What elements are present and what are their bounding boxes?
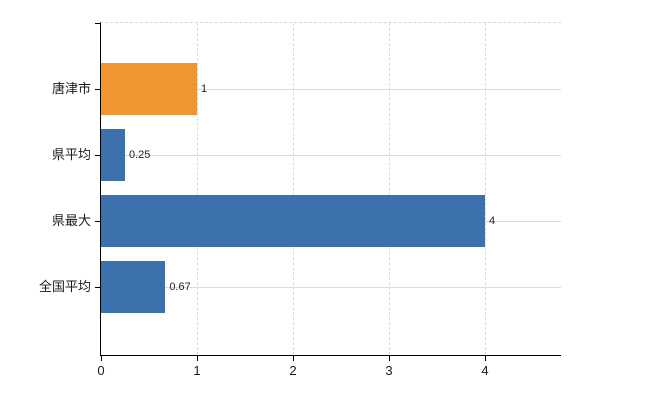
- bar-value-label: 0.25: [129, 149, 151, 161]
- x-tick-mark: [101, 355, 102, 361]
- bar-value-label: 1: [201, 83, 208, 95]
- x-tick-mark: [389, 355, 390, 361]
- bar: [101, 261, 166, 313]
- category-label: 全国平均: [38, 279, 91, 294]
- bar: [101, 129, 125, 181]
- x-tick-label: 4: [481, 363, 489, 378]
- y-tick-mark: [95, 287, 101, 288]
- category-label: 唐津市: [51, 81, 91, 96]
- gridline-horizontal: [101, 89, 561, 90]
- gridline-horizontal: [101, 155, 561, 156]
- bar: [101, 63, 197, 115]
- bar-value-label: 0.67: [169, 281, 191, 293]
- y-tick-mark: [95, 155, 101, 156]
- category-label: 県平均: [51, 147, 91, 162]
- gridline-vertical: [197, 23, 198, 355]
- gridline-vertical: [485, 23, 486, 355]
- x-tick-mark: [485, 355, 486, 361]
- plot-area: 1 唐津市 0.25 県平均 4 県最大 0.67 全国平均 0 1 2 3 4: [39, 22, 561, 378]
- category-label: 県最大: [51, 213, 91, 228]
- x-tick-label: 1: [193, 363, 201, 378]
- gridline-vertical: [293, 23, 294, 355]
- bar-value-label: 4: [489, 215, 496, 227]
- gridline-vertical: [389, 23, 390, 355]
- x-tick-mark: [293, 355, 294, 361]
- x-tick-label: 0: [97, 363, 105, 378]
- y-axis-end-tick: [95, 23, 101, 24]
- x-tick-label: 3: [385, 363, 393, 378]
- x-tick-mark: [197, 355, 198, 361]
- y-tick-mark: [95, 89, 101, 90]
- y-tick-mark: [95, 221, 101, 222]
- gridline-horizontal: [101, 287, 561, 288]
- bar: [101, 195, 485, 247]
- x-tick-label: 2: [289, 363, 297, 378]
